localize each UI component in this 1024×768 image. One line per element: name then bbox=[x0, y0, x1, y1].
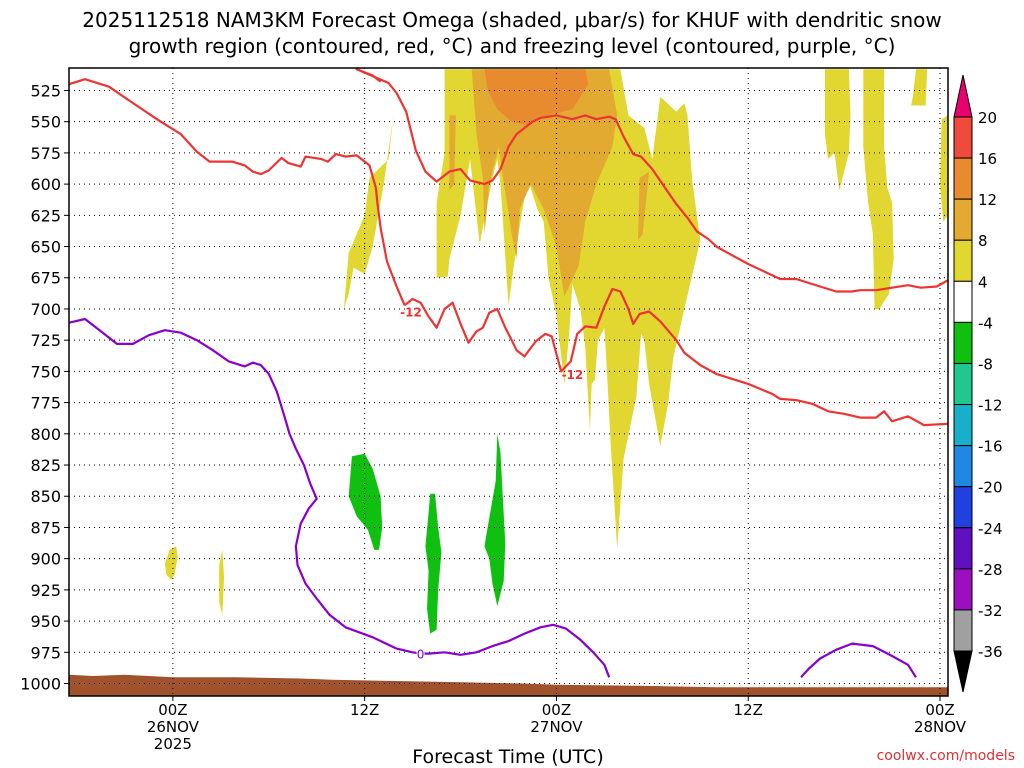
colorbar-label--8: -8 bbox=[978, 355, 993, 373]
y-tick-label-700: 700 bbox=[30, 300, 61, 319]
y-tick-label-950: 950 bbox=[30, 612, 61, 631]
colorbar-bin--32 bbox=[953, 568, 973, 611]
plot-frame bbox=[68, 67, 949, 697]
plot-area: -12 -12 0 525 550 575 600 625 650 675 700 725 750 775… bbox=[20, 67, 967, 753]
colorbar-bin-12 bbox=[953, 157, 973, 200]
colorbar-top-arrow bbox=[953, 74, 973, 118]
x-tick-label-36-1: 12Z bbox=[734, 701, 763, 719]
y-tick-label-775: 775 bbox=[30, 394, 61, 413]
dgz-minus12-lower-label: -12 bbox=[562, 368, 584, 382]
colorbar-bin--16 bbox=[953, 404, 973, 447]
x-tick-label-0-1: 00Z bbox=[158, 701, 187, 719]
freezing-level-0C-label: 0 bbox=[417, 648, 425, 662]
omega-8to12-core bbox=[471, 69, 618, 297]
colorbar-label-16: 16 bbox=[978, 150, 997, 168]
y-tick-label-925: 925 bbox=[30, 581, 61, 600]
colorbar-bin--36 bbox=[953, 609, 973, 652]
omega-4to8-far-right-left bbox=[824, 69, 851, 191]
colorbar-bin--8 bbox=[953, 321, 973, 364]
y-tick-label-825: 825 bbox=[30, 456, 61, 475]
chart-title-line-1: 2025112518 NAM3KM Forecast Omega (shaded… bbox=[82, 8, 941, 32]
chart-title-line-2: growth region (contoured, red, °C) and f… bbox=[129, 34, 896, 58]
omega-4to8-far-right-mid bbox=[863, 69, 894, 309]
x-axis-label: Forecast Time (UTC) bbox=[412, 746, 603, 768]
ground-surface bbox=[69, 674, 948, 696]
colorbar-bin--28 bbox=[953, 527, 973, 570]
colorbar-label-20: 20 bbox=[978, 109, 997, 127]
y-tick-label-600: 600 bbox=[30, 175, 61, 194]
y-tick-label-900: 900 bbox=[30, 550, 61, 569]
omega-4to8-blob-a bbox=[164, 546, 178, 580]
colorbar-label--28: -28 bbox=[978, 561, 1003, 579]
colorbar-bin-16 bbox=[953, 116, 973, 159]
omega-4to8-edge bbox=[940, 115, 948, 222]
y-tick-label-575: 575 bbox=[30, 144, 61, 163]
dgz-minus12-upper bbox=[69, 78, 406, 306]
colorbar-label-8: 8 bbox=[978, 232, 988, 250]
colorbar-label--16: -16 bbox=[978, 438, 1003, 456]
y-tick-label-525: 525 bbox=[30, 81, 61, 100]
colorbar-bin--24 bbox=[953, 486, 973, 529]
y-tick-label-550: 550 bbox=[30, 113, 61, 132]
colorbar-bottom-arrow bbox=[953, 650, 973, 693]
dgz-minus12-lower bbox=[355, 68, 948, 293]
y-tick-label-625: 625 bbox=[30, 206, 61, 225]
omega-neg4to8-blob-1 bbox=[348, 453, 383, 550]
x-tick-label-0-2: 26NOV bbox=[147, 718, 200, 736]
colorbar-bin--20 bbox=[953, 445, 973, 488]
x-tick-label-24-1: 00Z bbox=[542, 701, 571, 719]
y-tick-label-1000: 1000 bbox=[20, 675, 61, 694]
y-tick-label-650: 650 bbox=[30, 238, 61, 257]
colorbar-bin-8 bbox=[953, 198, 973, 241]
dgz-minus12-upper-label: -12 bbox=[400, 306, 422, 320]
omega-4to8-far-right-right bbox=[911, 69, 928, 106]
freezing-level-0C-right bbox=[800, 642, 917, 679]
colorbar-label--12: -12 bbox=[978, 397, 1003, 415]
x-tick-label-48-1: 00Z bbox=[925, 701, 954, 719]
x-tick-label-48-2: 28NOV bbox=[914, 718, 967, 736]
colorbar-label--36: -36 bbox=[978, 643, 1003, 661]
colorbar-label--24: -24 bbox=[978, 520, 1003, 538]
plot-inner: -12 -12 0 bbox=[69, 68, 948, 696]
dgz-minus12-mid bbox=[403, 287, 948, 427]
y-tick-label-975: 975 bbox=[30, 643, 61, 662]
colorbar-bin--12 bbox=[953, 362, 973, 406]
omega-4to8-upper-left-streak bbox=[343, 115, 394, 310]
y-tick-label-725: 725 bbox=[30, 331, 61, 350]
y-tick-label-850: 850 bbox=[30, 487, 61, 506]
omega-4to8-main-block bbox=[436, 69, 701, 549]
omega-8to12-right-strip bbox=[638, 171, 650, 241]
freezing-level-0C-label-bg bbox=[416, 647, 425, 660]
colorbar-label--4: -4 bbox=[978, 314, 993, 332]
y-tick-label-800: 800 bbox=[30, 425, 61, 444]
colorbar-label--32: -32 bbox=[978, 602, 1003, 620]
colorbar-label-4: 4 bbox=[978, 273, 988, 291]
x-tick-label-12-1: 12Z bbox=[350, 701, 379, 719]
omega-neg4to8-blob-2 bbox=[425, 493, 442, 634]
credit-text: coolwx.com/models bbox=[877, 748, 1015, 764]
colorbar-label-12: 12 bbox=[978, 191, 997, 209]
colorbar-bin-4 bbox=[953, 239, 973, 282]
x-tick-label-0-3: 2025 bbox=[154, 735, 192, 753]
colorbar: 20 16 12 8 4 -4 -8 -12 -16 -20 -24 -28 -32 -36 bbox=[953, 74, 1003, 693]
colorbar-bin--4 bbox=[953, 280, 973, 323]
omega-4to8-blob-b bbox=[219, 549, 224, 615]
x-tick-label-24-2: 27NOV bbox=[530, 718, 583, 736]
freezing-level-0C bbox=[69, 317, 611, 678]
y-tick-label-675: 675 bbox=[30, 269, 61, 288]
omega-neg4to8-blob-3 bbox=[484, 433, 506, 607]
colorbar-label--20: -20 bbox=[978, 479, 1003, 497]
omega-12to16-core bbox=[484, 69, 589, 126]
y-tick-label-875: 875 bbox=[30, 518, 61, 537]
y-tick-label-750: 750 bbox=[30, 362, 61, 381]
